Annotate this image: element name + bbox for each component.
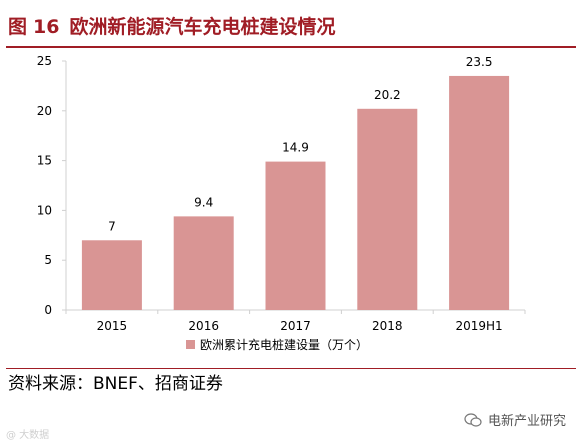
watermark: 电新产业研究 xyxy=(464,410,566,429)
legend-swatch xyxy=(186,340,195,349)
bar xyxy=(265,161,326,310)
figure-number: 16 xyxy=(33,16,60,38)
watermark-text: 电新产业研究 xyxy=(487,414,566,429)
wechat-icon xyxy=(464,412,482,427)
data-label: 7 xyxy=(108,219,116,233)
y-tick-label: 20 xyxy=(37,104,52,118)
y-tick-label: 10 xyxy=(37,203,52,217)
bar xyxy=(81,240,142,310)
y-tick-label: 0 xyxy=(44,303,52,317)
x-tick-label: 2016 xyxy=(188,319,219,333)
faint-watermark: @ 大数据 xyxy=(6,430,50,441)
figure-label: 图 xyxy=(8,16,28,38)
source-note: 资料来源：BNEF、招商证券 xyxy=(8,374,223,394)
x-tick-label: 2018 xyxy=(372,319,403,333)
x-tick-label: 2015 xyxy=(97,319,128,333)
x-tick-label: 2019H1 xyxy=(455,319,502,333)
figure-title: 图 16 欧洲新能源汽车充电桩建设情况 xyxy=(8,10,335,44)
data-label: 20.2 xyxy=(374,88,401,102)
y-tick-label: 15 xyxy=(37,154,52,168)
figure-title-text: 欧洲新能源汽车充电桩建设情况 xyxy=(69,16,336,38)
bar-chart: 0 5 10 15 20 25 7 2015 9.4 2016 14.9 2017 20.2 2018 23… xyxy=(37,54,526,352)
bar xyxy=(449,75,510,310)
data-label: 14.9 xyxy=(282,141,309,155)
data-label: 23.5 xyxy=(466,55,493,69)
data-label: 9.4 xyxy=(194,195,213,209)
source-rule xyxy=(6,368,576,369)
legend-label: 欧洲累计充电桩建设量（万个） xyxy=(200,337,368,352)
bar xyxy=(173,216,234,310)
x-tick-label: 2017 xyxy=(280,319,311,333)
bar xyxy=(357,108,418,310)
y-tick-label: 5 xyxy=(44,253,52,267)
title-rule xyxy=(6,46,576,48)
y-tick-label: 25 xyxy=(37,54,52,68)
